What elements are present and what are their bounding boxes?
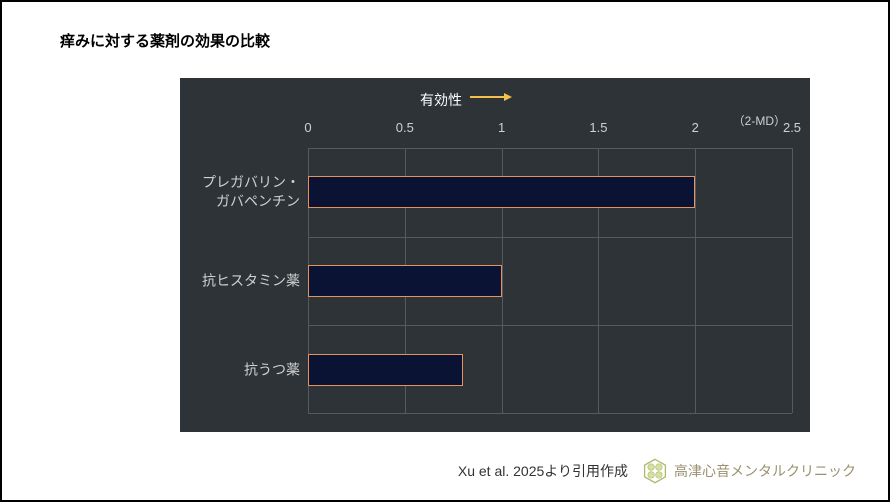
vertical-gridline [695,148,696,413]
clinic-name: 高津心音メンタルクリニック [674,461,856,481]
x-axis-unit: （2-MD） [733,112,786,129]
y-category-label: 抗うつ薬 [180,360,300,379]
horizontal-gridline [308,148,792,149]
x-tick-label: 1.5 [589,120,607,135]
x-tick-label: 0 [304,120,311,135]
plot-area [308,148,792,414]
horizontal-gridline [308,237,792,238]
x-tick-label: 2.5 [783,120,801,135]
citation-text: Xu et al. 2025より引用作成 [458,461,628,481]
x-tick-label: 2 [692,120,699,135]
x-tick-label: 1 [498,120,505,135]
footer: Xu et al. 2025より引用作成 高津心音メンタルクリニック [2,458,856,484]
x-axis-label: 有効性 [420,90,462,110]
y-category-label: 抗ヒスタミン薬 [180,272,300,291]
clinic-block: 高津心音メンタルクリニック [642,458,856,484]
chart-panel: 有効性 （2-MD） 0 0.5 1 1.5 2 2.5 プレガバリン・ガバペンチン抗ヒス… [180,78,810,432]
x-tick-label: 0.5 [396,120,414,135]
bar [308,354,463,386]
y-category-label: プレガバリン・ガバペンチン [180,173,300,211]
page-title: 痒みに対する薬剤の効果の比較 [60,30,270,51]
bar [308,265,502,297]
vertical-gridline [792,148,793,413]
efficacy-arrow-icon [470,96,510,98]
bar [308,176,695,208]
clinic-logo-icon [642,458,668,484]
horizontal-gridline [308,325,792,326]
